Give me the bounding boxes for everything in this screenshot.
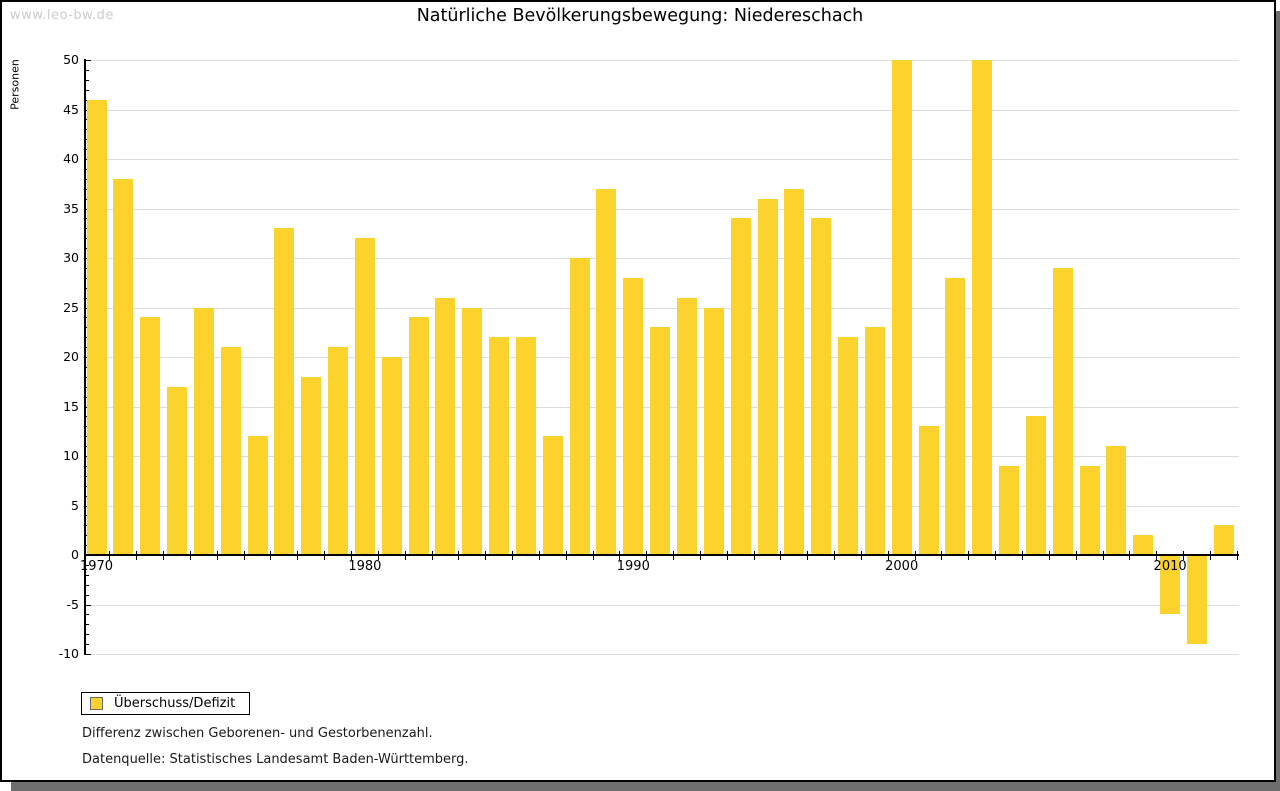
y-tick-label: 40	[63, 151, 79, 166]
bar-2006	[1052, 267, 1073, 555]
bar-1997	[811, 218, 832, 555]
gridline	[85, 208, 1239, 210]
x-axis-line	[85, 554, 1239, 556]
y-axis-tick	[85, 654, 91, 655]
y-axis-tick	[85, 69, 89, 71]
x-tick-label: 2000	[885, 559, 919, 574]
y-tick-label: -10	[58, 646, 79, 661]
y-axis-label: Personen	[8, 59, 22, 110]
watermark: www.leo-bw.de	[10, 8, 114, 23]
y-axis-tick	[85, 594, 89, 596]
gridline	[85, 60, 1239, 61]
legend-label: Überschuss/Defizit	[114, 696, 236, 711]
bar-1986	[515, 337, 536, 555]
bar-1985	[489, 337, 510, 555]
y-tick-label: 0	[71, 547, 79, 562]
y-axis-tick	[85, 614, 89, 616]
bar-2012	[1213, 525, 1234, 555]
legend: Überschuss/Defizit	[81, 692, 250, 715]
bar-1978	[301, 376, 322, 555]
bar-1979	[328, 347, 349, 555]
y-axis-tick	[85, 60, 91, 61]
bar-2011	[1186, 555, 1207, 645]
chart-title: Natürliche Bevölkerungsbewegung: Niedere…	[416, 6, 864, 26]
bar-1981	[381, 357, 402, 555]
bar-2008	[1106, 446, 1127, 555]
bar-2002	[945, 277, 966, 555]
gridline	[85, 307, 1239, 309]
bar-1972	[140, 317, 161, 555]
y-axis-tick	[85, 624, 89, 626]
bar-1989	[596, 188, 617, 555]
bar-1980	[354, 238, 375, 555]
x-tick-label: 2010	[1153, 559, 1187, 574]
gridline	[85, 604, 1239, 606]
y-tick-label: 25	[63, 299, 79, 315]
bar-1996	[784, 188, 805, 555]
bar-2001	[918, 426, 939, 555]
y-tick-label: 10	[63, 448, 79, 463]
bar-1988	[569, 258, 590, 555]
gridline	[85, 159, 1239, 160]
y-axis-tick	[85, 564, 89, 566]
bar-1982	[408, 317, 429, 555]
y-tick-label: 45	[63, 101, 79, 117]
y-axis-tick	[85, 584, 89, 586]
y-axis-tick	[85, 634, 89, 636]
bar-2010	[1160, 555, 1181, 615]
bar-2000	[891, 60, 912, 555]
bar-1993	[703, 307, 724, 555]
bar-1975	[220, 347, 241, 555]
bar-1999	[864, 327, 885, 555]
bar-2004	[999, 465, 1020, 555]
bar-1970	[86, 99, 107, 555]
gridline	[85, 654, 1239, 655]
y-axis-line	[84, 59, 86, 655]
y-tick-label: -5	[66, 596, 79, 612]
gridline	[85, 109, 1239, 111]
gridline	[85, 258, 1239, 259]
bar-1995	[757, 198, 778, 555]
y-axis-tick	[85, 604, 91, 606]
y-tick-label: 30	[63, 250, 79, 265]
y-tick-label: 20	[63, 349, 79, 364]
bar-1998	[838, 337, 859, 555]
plot-area	[84, 59, 1239, 655]
bar-1973	[167, 386, 188, 555]
bar-1987	[542, 436, 563, 555]
bar-1977	[274, 228, 295, 555]
footnote-source: Datenquelle: Statistisches Landesamt Bad…	[82, 752, 469, 767]
y-axis-tick	[85, 89, 89, 91]
bar-2007	[1079, 465, 1100, 555]
x-tick-label: 1990	[616, 559, 650, 574]
y-axis-tick	[85, 574, 89, 576]
bar-1992	[676, 297, 697, 555]
y-axis-tick	[85, 644, 89, 646]
y-tick-label: 15	[63, 398, 79, 414]
bar-2003	[972, 60, 993, 555]
bar-1990	[623, 277, 644, 555]
bar-1994	[730, 218, 751, 555]
y-tick-label: 35	[63, 200, 79, 216]
bar-2005	[1025, 416, 1046, 555]
y-tick-label: 50	[63, 52, 79, 67]
bar-1974	[193, 307, 214, 555]
bar-1976	[247, 436, 268, 555]
bar-1991	[650, 327, 671, 555]
y-tick-label: 5	[71, 497, 79, 513]
x-tick-label: 1980	[348, 559, 382, 574]
legend-swatch-icon	[90, 697, 103, 710]
bar-1984	[462, 307, 483, 555]
footnote-definition: Differenz zwischen Geborenen- und Gestor…	[82, 726, 433, 741]
bar-2009	[1133, 535, 1154, 555]
bar-1971	[113, 178, 134, 555]
x-tick-label: 1970	[79, 559, 114, 574]
bar-1983	[435, 297, 456, 555]
y-axis-tick	[85, 79, 89, 81]
